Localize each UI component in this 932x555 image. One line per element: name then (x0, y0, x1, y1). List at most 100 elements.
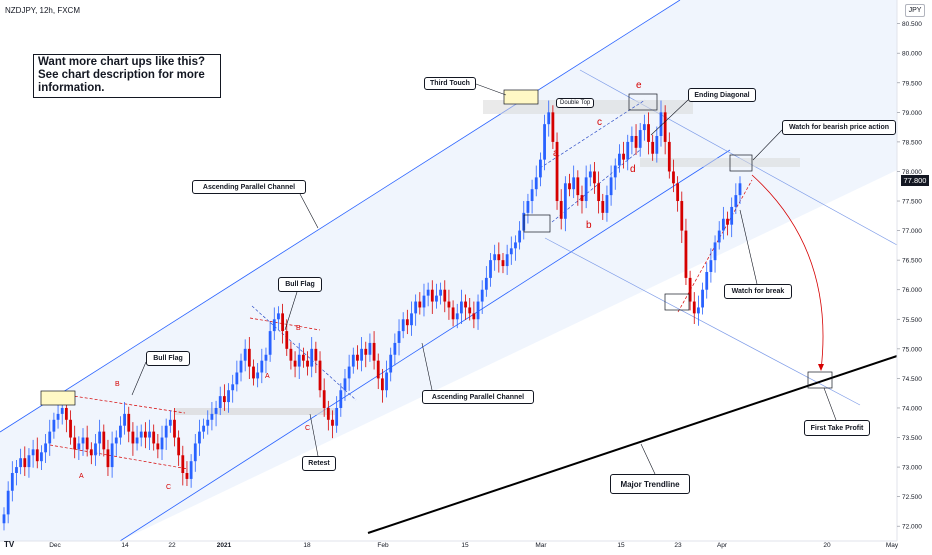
candle-body (322, 390, 326, 408)
candle-body (734, 195, 738, 207)
candle-body (597, 183, 601, 202)
candle-body (405, 319, 409, 326)
candle-body (185, 473, 189, 479)
wave-label-b: B (296, 325, 301, 332)
candle-body (297, 354, 301, 367)
candle-body (73, 437, 77, 450)
candle-body (227, 390, 230, 403)
price-axis-label: 76.000 (902, 287, 922, 294)
candle-body (414, 301, 418, 314)
candle-body (601, 201, 605, 213)
candle-body (464, 301, 467, 308)
candle-body (642, 124, 646, 131)
candle-body (460, 301, 463, 314)
callout-first-take-profit: First Take Profit (804, 420, 870, 436)
connector-major-trendline (640, 443, 656, 475)
candle-body (588, 171, 592, 178)
candle-body (472, 313, 476, 320)
candle-body (335, 407, 339, 426)
candle-body (422, 295, 426, 308)
time-axis-label: Apr (717, 542, 728, 549)
candles (2, 100, 742, 531)
candle-body (277, 313, 280, 320)
connector-first-tp (823, 387, 837, 421)
flag1-upper (59, 393, 186, 414)
wave-label-d: d (630, 164, 636, 175)
wave-label-c: C (305, 425, 310, 432)
candle-body (256, 372, 260, 379)
connector-bull-flag-1 (131, 361, 147, 396)
time-axis-label: 2021 (217, 542, 232, 549)
candle-body (189, 461, 193, 479)
candle-body (672, 171, 675, 184)
price-axis-label: 76.500 (902, 258, 922, 265)
candle-body (676, 183, 680, 202)
low-box (664, 293, 690, 311)
wave-label-c: C (166, 484, 171, 491)
candle-body (364, 348, 368, 355)
candle-body (247, 348, 251, 367)
candle-body (576, 177, 580, 196)
promo-textbox: Want more chart ups like this? See chart… (33, 54, 221, 98)
candle-body (31, 449, 35, 456)
major-trendline (367, 355, 898, 534)
candle-body (655, 135, 659, 154)
candle-body (235, 372, 239, 385)
price-axis-label: 74.000 (902, 405, 922, 412)
connector-channel-upper (299, 193, 319, 229)
candle-body (455, 313, 459, 320)
candle-body (27, 455, 31, 468)
currency-button[interactable]: JPY (905, 4, 925, 17)
candle-body (443, 289, 447, 302)
candle-body (301, 354, 305, 361)
candle-body (667, 141, 671, 172)
candle-body (69, 419, 72, 438)
time-axis-label: 18 (303, 542, 311, 549)
candle-body (264, 354, 268, 361)
candle-body (243, 348, 247, 361)
time-axis-label: Dec (49, 542, 61, 549)
channel-lower-line (119, 149, 731, 542)
candle-body (239, 360, 243, 373)
candle-body (123, 413, 126, 426)
candle-body (447, 301, 451, 308)
candle-body (401, 319, 405, 332)
time-axis-label: Mar (535, 542, 547, 549)
callout-watch-bearish: Watch for bearish price action (782, 120, 896, 135)
candle-body (293, 360, 297, 367)
connector-retest (309, 413, 319, 457)
candle-body (534, 177, 538, 190)
candle-body (701, 289, 704, 308)
candle-body (135, 437, 139, 444)
candle-body (697, 307, 700, 314)
candle-body (663, 112, 667, 142)
candle-body (347, 366, 351, 379)
candle-body (426, 289, 430, 296)
candle-body (360, 348, 364, 361)
candle-body (539, 159, 542, 178)
time-axis-label: 15 (461, 542, 469, 549)
candle-body (713, 242, 717, 261)
wave-label-e: e (636, 80, 642, 91)
b-low-box (523, 214, 551, 233)
third-touch-box (503, 89, 539, 105)
candle-body (393, 342, 397, 355)
callout-major-trendline: Major Trendline (610, 474, 690, 494)
price-axis-label: 78.000 (902, 169, 922, 176)
candle-body (64, 407, 68, 420)
candle-body (385, 372, 388, 391)
candle-body (119, 425, 122, 438)
flag2-lower (249, 317, 321, 331)
candle-body (23, 458, 27, 468)
connector-watch-bearish (752, 129, 783, 161)
resistance-zone (640, 158, 800, 167)
price-axis-label: 72.500 (902, 494, 922, 501)
candle-body (547, 112, 551, 125)
price-axis-label: 77.500 (902, 199, 922, 206)
connector-third-touch (475, 83, 507, 96)
candle-body (160, 437, 164, 450)
projected-channel-upper (579, 69, 898, 246)
callout-ending-diagonal: Ending Diagonal (688, 88, 756, 102)
